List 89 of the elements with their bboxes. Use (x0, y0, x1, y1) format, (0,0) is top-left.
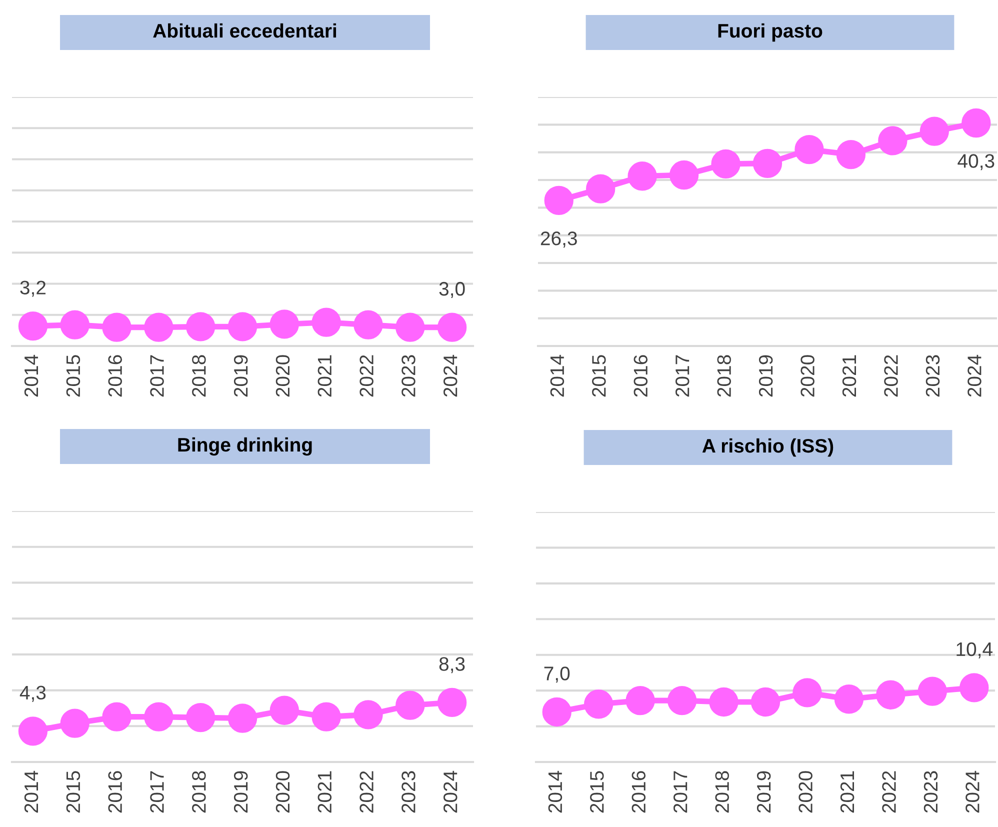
point (626, 686, 655, 716)
point (186, 702, 216, 732)
point (918, 676, 947, 706)
x-tick-label: 2022 (884, 355, 898, 397)
point (960, 673, 989, 702)
point (628, 162, 657, 191)
x-tick-label: 2024 (968, 354, 982, 397)
point (396, 690, 425, 720)
x-tick-label: 2019 (756, 771, 771, 813)
point (834, 684, 864, 714)
point (669, 160, 699, 190)
point (542, 697, 572, 727)
chart-title: A rischio (ISS) (702, 438, 834, 457)
point (750, 687, 780, 717)
x-tick-label: 2023 (402, 771, 416, 813)
point (18, 716, 48, 746)
point (270, 696, 299, 725)
point (667, 686, 697, 716)
chart-title: Abituali eccedentari (153, 23, 336, 38)
point (711, 149, 740, 179)
x-tick-label: 2024 (443, 354, 458, 397)
x-tick-label: 2021 (318, 355, 332, 397)
x-tick-label: 2016 (634, 355, 648, 397)
x-tick-label: 2015 (590, 771, 604, 813)
chart-title: Binge drinking (178, 437, 312, 456)
data-label: 7,0 (544, 666, 570, 683)
x-tick-label: 2014 (548, 770, 562, 813)
point (794, 134, 824, 164)
data-label: 3,2 (20, 280, 46, 297)
x-tick-label: 2024 (966, 770, 980, 813)
x-tick-label: 2016 (108, 771, 122, 813)
x-tick-label: 2020 (798, 771, 812, 813)
x-tick-label: 2014 (24, 354, 38, 397)
point (544, 186, 574, 216)
data-label: 40,3 (958, 154, 994, 170)
x-tick-label: 2023 (926, 355, 940, 397)
point (586, 174, 616, 204)
data-label: 26,3 (540, 232, 577, 248)
point (437, 688, 467, 718)
point (312, 702, 341, 732)
point (792, 678, 822, 708)
x-tick-label: 2022 (360, 771, 374, 813)
data-label: 10,4 (956, 642, 992, 658)
x-tick-label: 2015 (66, 355, 80, 397)
point (962, 108, 991, 138)
x-tick-label: 2022 (360, 355, 374, 397)
point (752, 148, 782, 178)
x-tick-label: 2017 (150, 355, 164, 397)
x-tick-label: 2023 (924, 771, 938, 813)
x-tick-label: 2016 (108, 355, 122, 397)
x-tick-label: 2016 (632, 771, 646, 813)
x-tick-label: 2014 (24, 770, 38, 813)
point (878, 126, 908, 156)
x-tick-label: 2014 (550, 354, 564, 397)
x-tick-label: 2018 (717, 355, 731, 397)
point (354, 700, 383, 730)
point (920, 116, 949, 146)
x-tick-label: 2020 (276, 355, 290, 397)
x-tick-label: 2019 (234, 771, 248, 813)
data-label: 3,0 (439, 282, 465, 298)
x-tick-label: 2017 (150, 771, 164, 813)
point (144, 702, 174, 732)
x-tick-label: 2024 (443, 770, 458, 813)
x-tick-label: 2021 (840, 771, 854, 813)
point (228, 704, 258, 733)
x-tick-label: 2017 (675, 355, 690, 397)
x-tick-label: 2021 (842, 355, 856, 397)
x-tick-label: 2018 (715, 771, 729, 813)
x-tick-label: 2019 (758, 355, 773, 397)
data-label: 8,3 (439, 657, 465, 674)
point (876, 680, 906, 710)
point (836, 140, 866, 170)
point (60, 708, 90, 738)
data-label: 4,3 (20, 686, 46, 702)
x-tick-label: 2018 (192, 771, 206, 813)
point (584, 690, 614, 719)
point (709, 687, 738, 717)
x-tick-label: 2020 (276, 771, 290, 813)
point (102, 702, 132, 732)
x-tick-label: 2019 (234, 355, 248, 397)
x-tick-label: 2020 (800, 355, 814, 397)
x-tick-label: 2021 (318, 771, 332, 813)
x-tick-label: 2022 (882, 771, 896, 813)
x-tick-label: 2018 (192, 355, 206, 397)
x-tick-label: 2015 (66, 771, 80, 813)
x-tick-label: 2015 (592, 355, 606, 397)
chart-title: Fuori pasto (718, 23, 822, 42)
x-tick-label: 2023 (402, 355, 416, 397)
x-tick-label: 2017 (673, 771, 688, 813)
